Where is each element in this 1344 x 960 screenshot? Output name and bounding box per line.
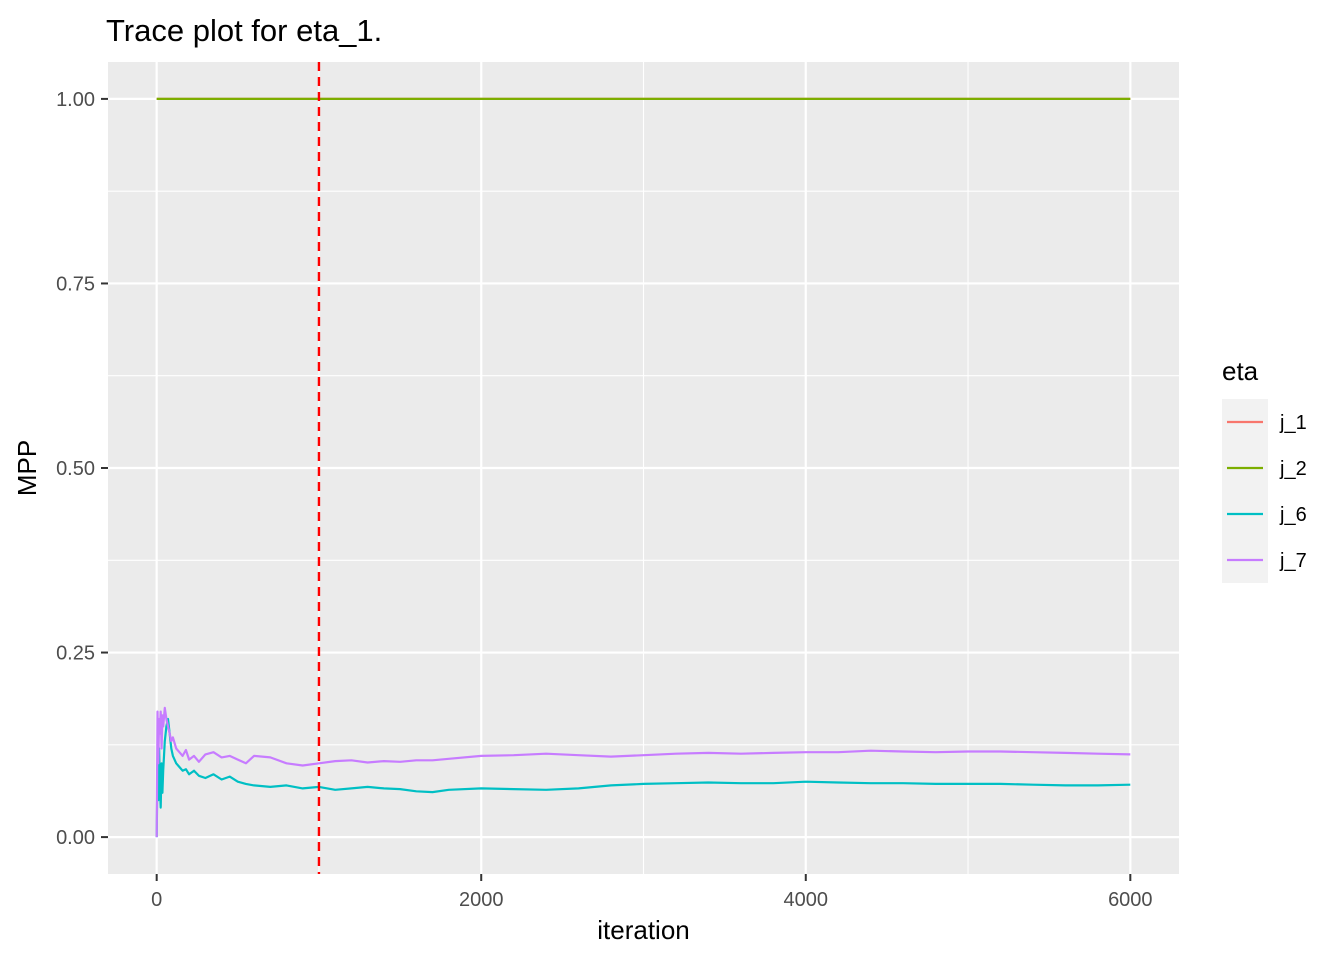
y-tick-label: 0.50 xyxy=(56,458,95,480)
legend: eta j_1 j_2 j_6 j_7 xyxy=(1222,356,1307,583)
plot-panel xyxy=(108,62,1179,874)
series-line-j-7 xyxy=(155,706,1131,838)
x-tick-label: 4000 xyxy=(784,889,829,911)
x-tick-label: 2000 xyxy=(459,889,504,911)
y-tick-label: 0.75 xyxy=(56,273,95,295)
y-tick-label: 0.25 xyxy=(56,643,95,665)
x-tick-label: 6000 xyxy=(1108,889,1153,911)
legend-keys: j_1 j_2 j_6 j_7 xyxy=(1222,399,1307,583)
legend-label: j_7 xyxy=(1279,550,1307,572)
y-axis-title: MPP xyxy=(12,440,42,496)
legend-title: eta xyxy=(1222,356,1259,386)
legend-label: j_6 xyxy=(1279,504,1307,526)
y-axis: 0.00 0.25 0.50 0.75 1.00 xyxy=(56,89,108,849)
y-tick-label: 1.00 xyxy=(56,89,95,111)
x-axis: 0 2000 4000 6000 xyxy=(151,874,1153,911)
legend-label: j_2 xyxy=(1279,458,1307,480)
x-axis-title: iteration xyxy=(597,915,690,945)
legend-label: j_1 xyxy=(1279,412,1307,434)
y-tick-label: 0.00 xyxy=(56,827,95,849)
x-tick-label: 0 xyxy=(151,889,162,911)
chart-title: Trace plot for eta_1. xyxy=(106,13,382,48)
